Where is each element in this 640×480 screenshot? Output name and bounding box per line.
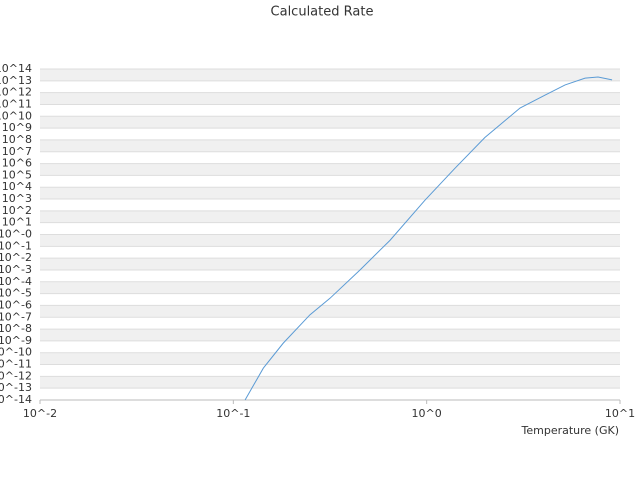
y-tick-label: 10^4 [2,180,32,193]
y-tick-label: 10^-14 [0,393,32,406]
x-axis-label: Temperature (GK) [521,424,620,437]
x-tick-label: 10^-1 [216,407,250,420]
y-tick-label: 10^7 [2,145,32,158]
y-tick-label: 10^3 [2,192,32,205]
y-tick-label: 10^-10 [0,346,32,359]
y-tick-label: 10^11 [0,97,32,110]
grid-band [40,116,620,129]
grid-band [40,376,620,389]
y-tick-label: 10^9 [2,121,32,134]
y-tick-label: 10^-0 [0,228,32,241]
grid-band [40,187,620,200]
y-tick-label: 10^6 [2,157,32,170]
y-tick-label: 10^-11 [0,358,32,371]
y-tick-label: 10^-8 [0,322,32,335]
chart-title: Calculated Rate [271,5,374,20]
grid-band [40,210,620,223]
grid-band [40,281,620,294]
y-tick-label: 10^2 [2,204,32,217]
x-tick-label: 10^1 [605,407,635,420]
y-tick-label: 10^-9 [0,334,32,347]
y-tick-label: 10^-3 [0,263,32,276]
data-line [244,76,613,401]
y-tick-label: 10^-2 [0,251,32,264]
x-tick-label: 10^-2 [23,407,57,420]
grid-band [40,305,620,318]
grid-band [40,352,620,365]
y-tick-label: 10^10 [0,109,32,122]
grid-band [40,139,620,152]
y-tick-label: 10^-13 [0,381,32,394]
y-tick-label: 10^-7 [0,310,32,323]
grid-band [40,329,620,341]
grid-band [40,258,620,270]
y-tick-label: 10^-5 [0,287,32,300]
y-tick-label: 10^8 [2,133,32,146]
grid-band [40,69,620,81]
grid-band [40,234,620,247]
y-tick-label: 10^13 [0,74,32,87]
grid-band [40,92,620,105]
y-tick-label: 10^14 [0,62,32,75]
y-tick-label: 10^-6 [0,298,32,311]
y-tick-label: 10^-4 [0,275,32,288]
y-tick-label: 10^-1 [0,239,32,252]
grid-band [40,163,620,176]
x-tick-label: 10^0 [412,407,442,420]
y-tick-label: 10^-12 [0,369,32,382]
y-tick-label: 10^5 [2,168,32,181]
y-tick-label: 10^1 [2,216,32,229]
y-tick-label: 10^12 [0,86,32,99]
